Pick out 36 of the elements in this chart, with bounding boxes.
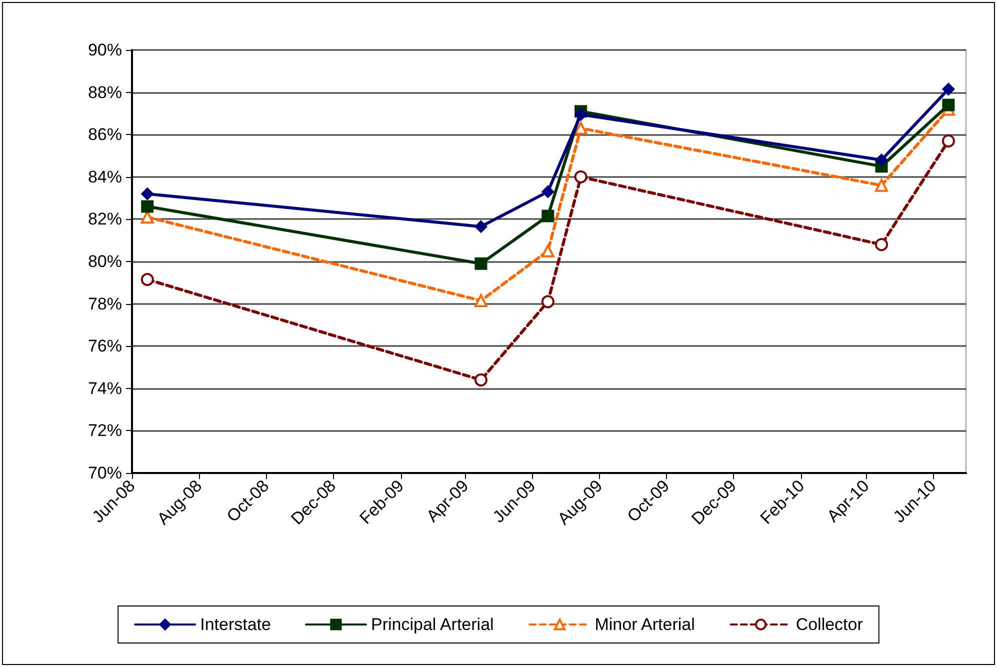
point xyxy=(141,200,154,213)
point xyxy=(541,295,554,308)
legend-label: Minor Arterial xyxy=(594,615,695,634)
point xyxy=(542,210,554,222)
legend-label: Collector xyxy=(796,615,864,634)
y-tick-label: 84% xyxy=(88,167,122,186)
y-tick-label: 82% xyxy=(88,210,122,229)
point xyxy=(875,154,888,166)
y-tick-label: 74% xyxy=(88,378,122,398)
point xyxy=(942,98,955,112)
point xyxy=(474,257,488,270)
point xyxy=(875,178,888,192)
y-tick-label: 80% xyxy=(88,252,122,271)
point xyxy=(474,373,488,386)
y-tick-label: 72% xyxy=(88,421,122,440)
y-tick-label: 76% xyxy=(88,336,122,356)
point xyxy=(574,122,588,135)
point xyxy=(574,170,588,184)
point xyxy=(141,188,154,200)
point xyxy=(140,210,154,224)
legend-label: Principal Arterial xyxy=(370,615,494,634)
y-tick-label: 86% xyxy=(88,125,122,144)
y-tick-label: 88% xyxy=(88,82,122,102)
y-tick-label: 78% xyxy=(88,294,122,314)
y-tick-label: 70% xyxy=(88,464,122,482)
point xyxy=(140,272,154,286)
point xyxy=(942,134,955,148)
point xyxy=(574,108,588,121)
point xyxy=(474,220,488,233)
point xyxy=(542,185,554,198)
point xyxy=(541,244,554,258)
point xyxy=(474,294,488,308)
y-tick-label: 90% xyxy=(88,40,122,60)
legend-label: Interstate xyxy=(200,615,271,634)
point xyxy=(942,82,955,96)
point xyxy=(875,238,888,252)
